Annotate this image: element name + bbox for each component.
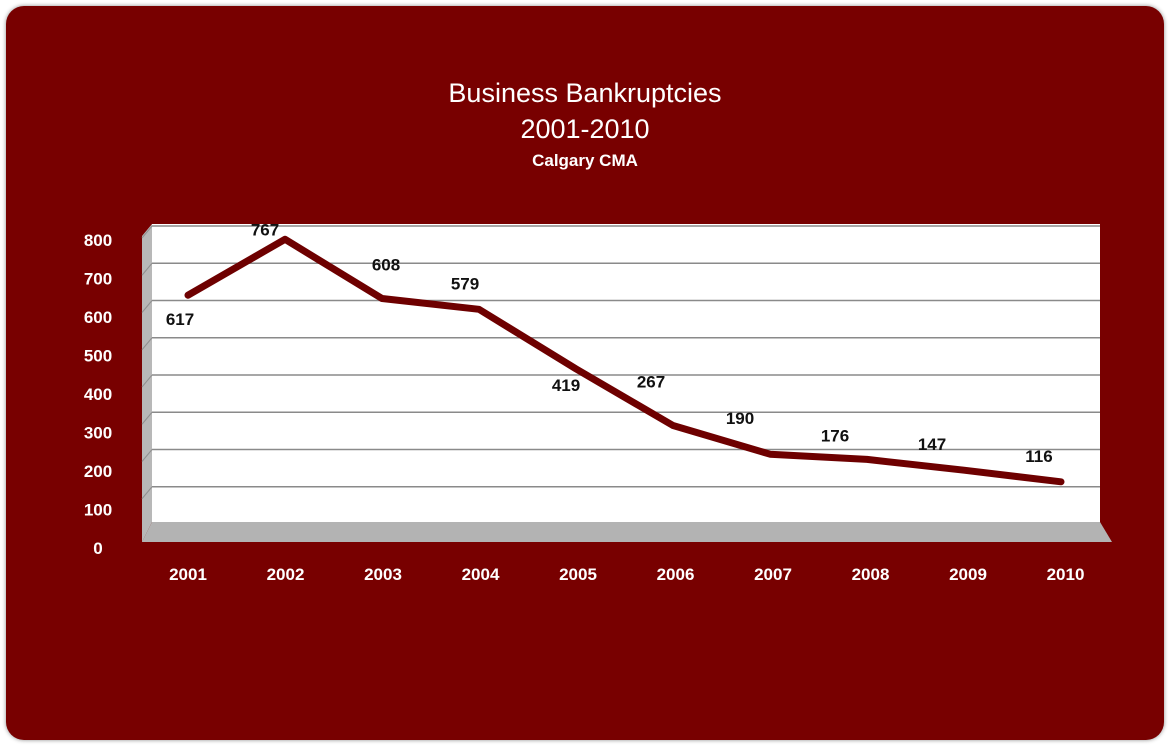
data-label: 267 xyxy=(637,373,665,392)
plot-back-wall xyxy=(152,224,1100,522)
y-tick-label: 500 xyxy=(84,347,112,366)
gridline-side xyxy=(141,411,153,425)
x-tick-label: 2002 xyxy=(267,565,305,584)
y-tick-label: 400 xyxy=(84,385,112,404)
y-tick-label: 0 xyxy=(93,539,102,558)
y-tick-label: 200 xyxy=(84,462,112,481)
data-label: 147 xyxy=(918,435,946,454)
data-label: 176 xyxy=(821,426,849,445)
gridline-side xyxy=(141,225,153,239)
x-tick-label: 2001 xyxy=(169,565,207,584)
gridline-side xyxy=(141,262,153,276)
gridline-side xyxy=(141,337,153,351)
plot-wall-side xyxy=(142,224,152,542)
data-labels: 617 767 608 579 419 267 190 176 147 116 xyxy=(166,220,1053,465)
y-tick-label: 100 xyxy=(84,501,112,520)
y-tick-label: 300 xyxy=(84,424,112,443)
chart-title: Business Bankruptcies xyxy=(448,78,722,108)
y-tick-label: 800 xyxy=(84,231,112,250)
x-tick-label: 2004 xyxy=(462,565,500,584)
x-tick-label: 2006 xyxy=(657,565,695,584)
data-label: 579 xyxy=(451,274,479,293)
data-label: 190 xyxy=(726,409,754,428)
x-tick-label: 2008 xyxy=(852,565,890,584)
chart-subtitle-region: Calgary CMA xyxy=(532,151,638,170)
gridline-side xyxy=(141,449,153,462)
x-tick-label: 2007 xyxy=(754,565,792,584)
x-tick-label: 2005 xyxy=(559,565,597,584)
chart-subtitle: 2001-2010 xyxy=(520,114,650,144)
x-tick-label: 2003 xyxy=(364,565,402,584)
y-tick-label: 700 xyxy=(84,270,112,289)
x-tick-label: 2010 xyxy=(1047,565,1085,584)
series-line xyxy=(184,235,1065,486)
data-label: 767 xyxy=(251,220,279,239)
data-label: 116 xyxy=(1025,447,1052,466)
x-tick-label: 2009 xyxy=(949,565,987,584)
gridline-side xyxy=(141,486,153,500)
y-tick-label: 600 xyxy=(84,308,112,327)
plot-floor xyxy=(142,522,1112,542)
gridline-side xyxy=(141,300,153,313)
y-axis-ticks: 0 100 200 300 400 500 600 700 800 xyxy=(84,231,112,558)
gridlines xyxy=(141,225,1100,500)
x-axis-ticks: 2001 2002 2003 2004 2005 2006 2007 2008 2009 2010 xyxy=(169,565,1084,584)
data-label: 608 xyxy=(372,256,400,275)
data-label: 419 xyxy=(552,376,580,395)
data-label: 617 xyxy=(166,310,194,329)
gridline-side xyxy=(141,374,153,388)
